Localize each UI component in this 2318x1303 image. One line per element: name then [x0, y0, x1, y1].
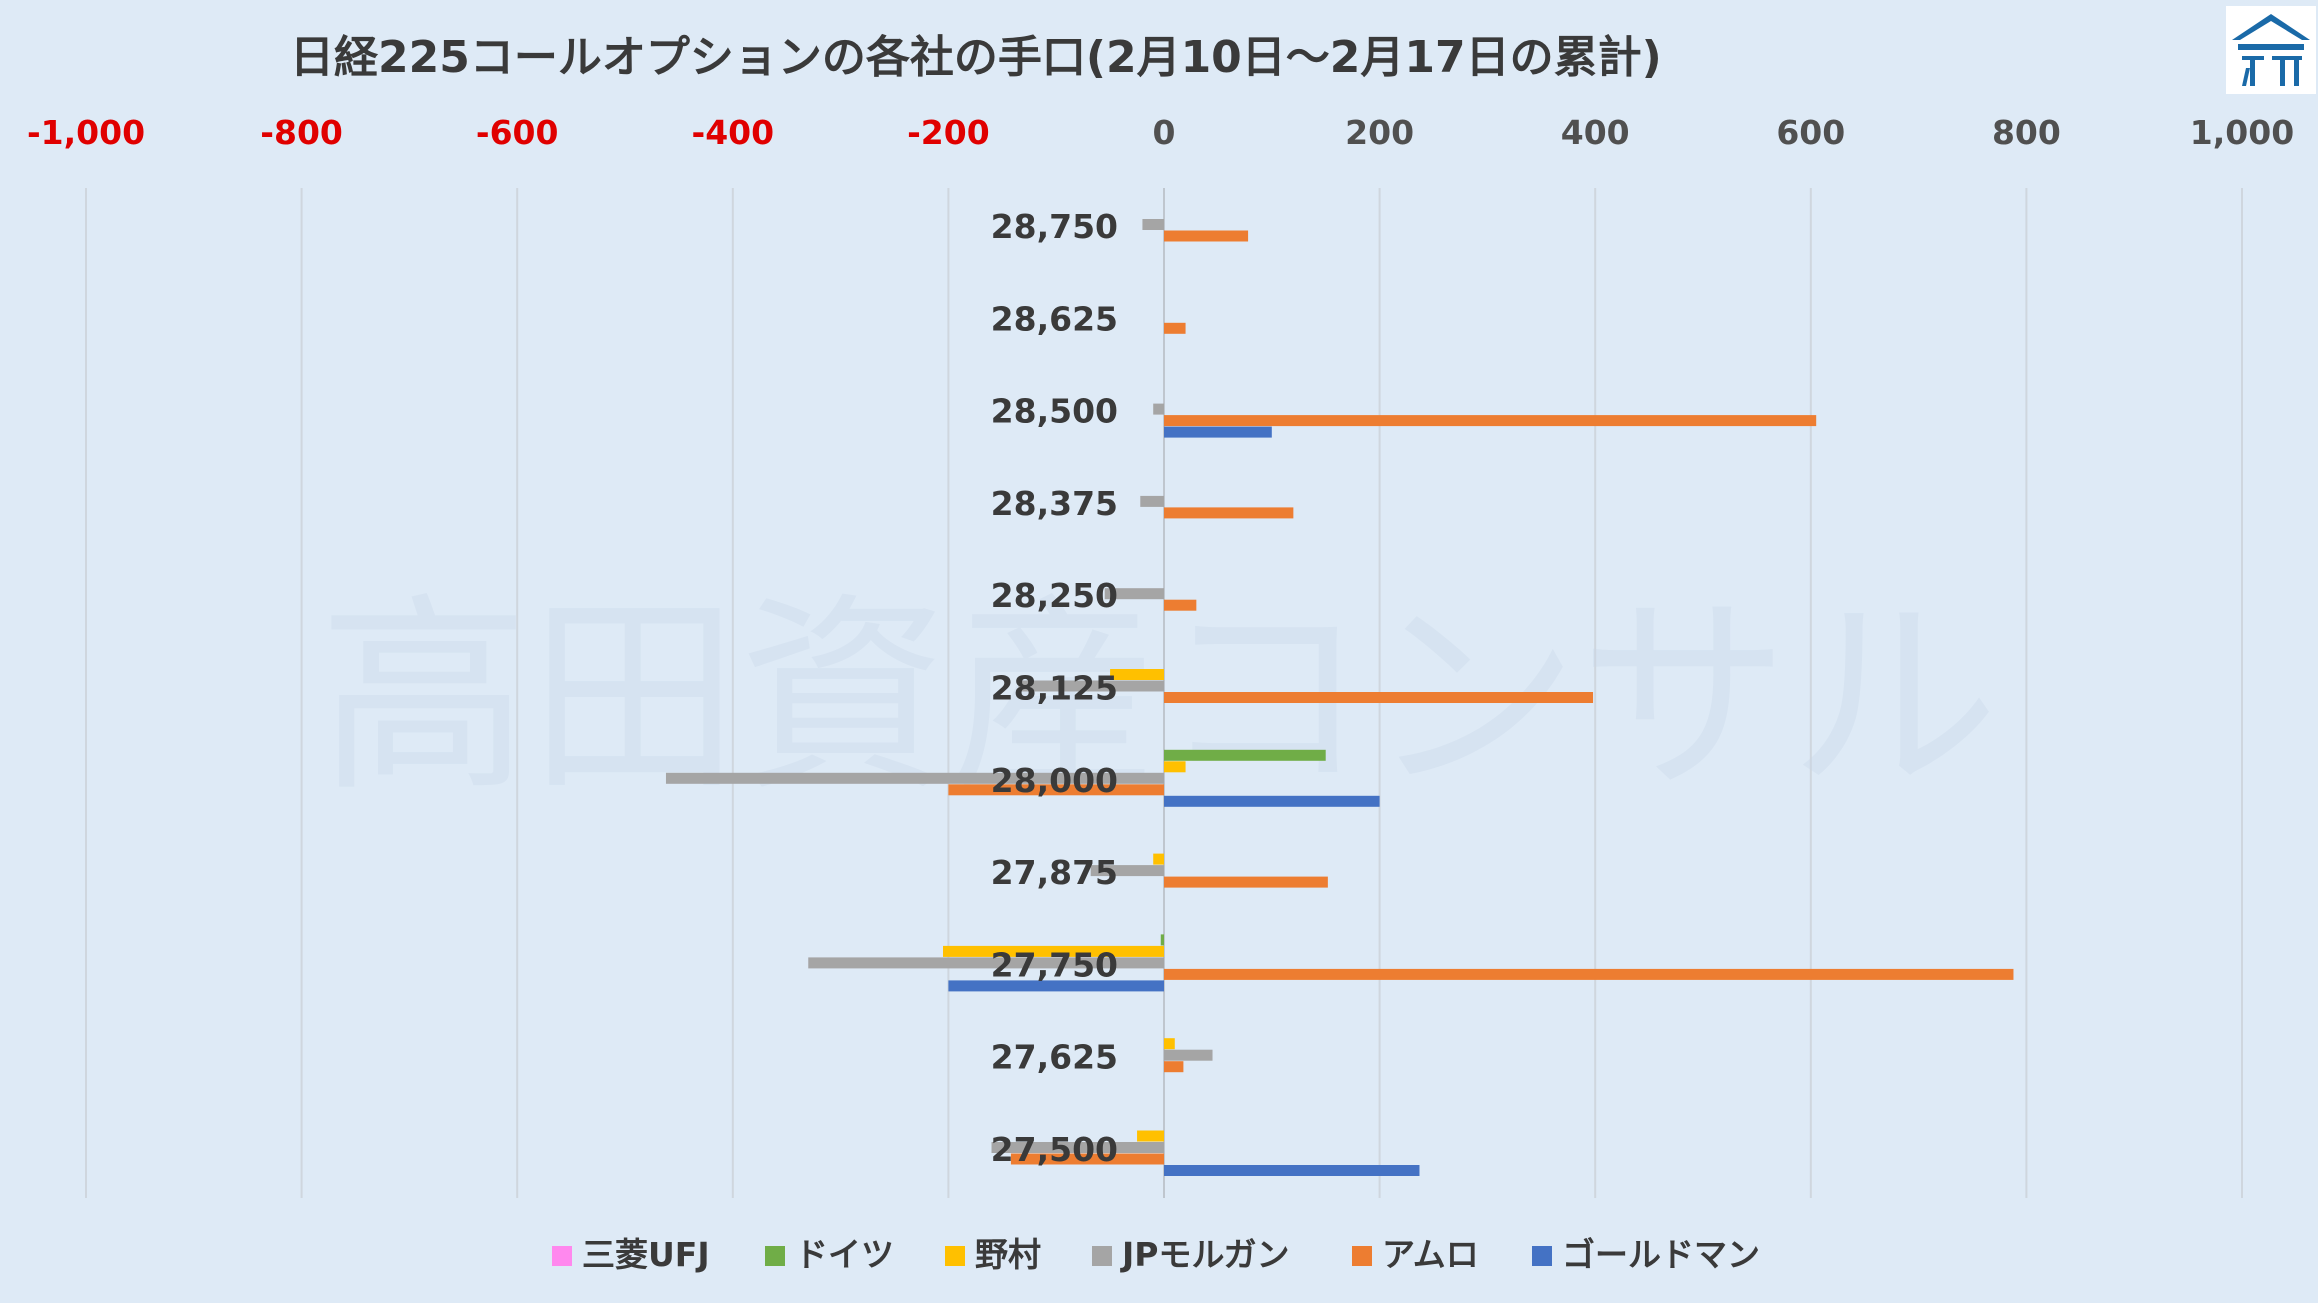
- bar: [1164, 230, 1249, 242]
- bars-layer: [665, 219, 2014, 1176]
- bar: [1164, 599, 1197, 611]
- x-tick-label: -1,000: [27, 113, 145, 152]
- xtick-layer: -1,000 -800 -600 -400 -200 0 200 400 600 800 1,000: [27, 113, 2294, 152]
- bar: [1164, 749, 1326, 761]
- y-tick-label: 27,500: [991, 1130, 1118, 1169]
- legend-label: JPモルガン: [1120, 1235, 1289, 1274]
- bar: [1164, 1061, 1184, 1073]
- bar: [1110, 669, 1164, 680]
- y-tick-label: 27,875: [991, 853, 1118, 892]
- bar: [1164, 968, 2014, 980]
- bar: [991, 1142, 1164, 1153]
- legend-label: ドイツ: [795, 1235, 894, 1274]
- legend-label: アムロ: [1382, 1235, 1479, 1274]
- bar: [1142, 219, 1164, 230]
- bar: [948, 980, 1164, 992]
- y-tick-label: 28,750: [991, 207, 1118, 246]
- legend-swatch: [1352, 1246, 1372, 1266]
- bar: [943, 945, 1164, 957]
- x-tick-label: 1,000: [2190, 113, 2294, 152]
- bar: [1164, 1038, 1175, 1050]
- bar: [948, 784, 1164, 796]
- y-tick-label: 28,250: [991, 576, 1118, 615]
- bar: [1164, 507, 1294, 519]
- bar: [1164, 426, 1272, 438]
- chart-title: 日経225コールオプションの各社の手口(2月10日～2月17日の累計): [290, 32, 1662, 83]
- y-tick-label: 28,500: [991, 392, 1118, 431]
- bar: [665, 772, 1164, 784]
- bar: [1090, 865, 1164, 877]
- company-logo: [2226, 6, 2316, 94]
- bar: [1010, 1153, 1164, 1165]
- bar: [1137, 1130, 1164, 1142]
- x-tick-label: -800: [260, 113, 343, 152]
- x-tick-label: -400: [692, 113, 775, 152]
- bar: [1164, 876, 1328, 888]
- x-tick-label: -600: [476, 113, 559, 152]
- x-tick-label: 400: [1561, 113, 1630, 152]
- x-tick-label: 200: [1345, 113, 1414, 152]
- bar: [1153, 853, 1164, 865]
- legend-swatch: [1092, 1246, 1112, 1266]
- bar: [1164, 1165, 1420, 1176]
- x-tick-label: -200: [907, 113, 990, 152]
- bar: [1140, 495, 1164, 507]
- bar: [1164, 692, 1594, 703]
- legend-label: 三菱UFJ: [582, 1235, 710, 1274]
- x-tick-label: 0: [1153, 113, 1176, 152]
- legend: 三菱UFJ ドイツ 野村 JPモルガン アムロ ゴールドマン: [552, 1235, 1760, 1274]
- y-tick-label: 28,375: [991, 484, 1118, 523]
- ytick-layer: 28,750 28,625 28,500 28,375 28,250 28,125 28,0…: [991, 207, 1118, 1169]
- legend-swatch: [552, 1246, 572, 1266]
- legend-swatch: [1532, 1246, 1552, 1266]
- bar: [1160, 934, 1164, 946]
- x-tick-label: 600: [1776, 113, 1845, 152]
- legend-swatch: [765, 1246, 785, 1266]
- y-tick-label: 28,625: [991, 299, 1118, 338]
- bar: [1164, 322, 1186, 334]
- x-tick-label: 800: [1992, 113, 2061, 152]
- y-tick-label: 27,750: [991, 945, 1118, 984]
- bar: [1164, 795, 1380, 807]
- bar: [1018, 680, 1164, 692]
- y-tick-label: 27,625: [991, 1038, 1118, 1077]
- legend-label: ゴールドマン: [1562, 1235, 1760, 1274]
- bar: [1164, 1049, 1213, 1061]
- y-tick-label: 28,000: [991, 761, 1118, 800]
- legend-label: 野村: [975, 1235, 1041, 1274]
- bar: [1164, 761, 1186, 773]
- legend-swatch: [945, 1246, 965, 1266]
- bar: [1104, 588, 1164, 600]
- bar: [1164, 415, 1817, 427]
- bar: [808, 957, 1164, 969]
- bar: [1153, 403, 1164, 415]
- y-tick-label: 28,125: [991, 669, 1118, 708]
